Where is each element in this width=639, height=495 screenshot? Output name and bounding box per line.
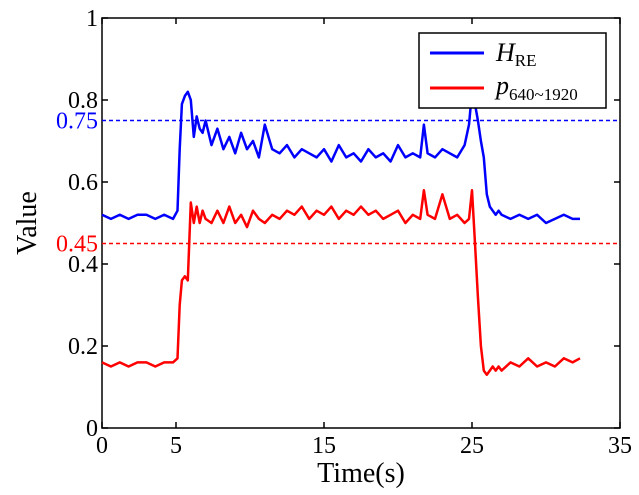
legend-label-h-re-main: H: [495, 38, 516, 67]
x-tick-label: 15: [312, 433, 336, 459]
y-tick-label: 1: [86, 6, 98, 32]
x-tick-label: 25: [460, 433, 484, 459]
x-tick-label: 5: [170, 433, 182, 459]
x-tick-label: 0: [96, 433, 108, 459]
legend-label-p-sub: 640~1920: [509, 85, 578, 104]
legend-label-p: p640~1920: [494, 71, 578, 104]
y-tick-label: 0: [86, 416, 98, 442]
x-tick-label: 35: [608, 433, 632, 459]
x-axis-title: Time(s): [317, 458, 405, 489]
y-tick-label: 0.6: [68, 170, 98, 196]
plot-frame: [101, 17, 621, 429]
y-tick-label: 0.4: [68, 252, 98, 278]
legend-label-h-re-sub: RE: [515, 51, 537, 70]
series-line-1: [101, 188, 581, 376]
y-tick-label: 0.8: [68, 88, 98, 114]
y-tick-label: 0.2: [68, 334, 98, 360]
y-axis-title: Value: [12, 191, 43, 255]
legend-label-p-main: p: [494, 71, 509, 100]
series-line-0: [101, 90, 580, 225]
legend: HRE p640~1920: [418, 32, 607, 109]
reference-line-label-0: 0.75: [56, 109, 98, 135]
reference-line-label-1: 0.45: [56, 232, 98, 258]
legend-label-h-re: HRE: [495, 38, 537, 70]
legend-box: [418, 32, 607, 109]
